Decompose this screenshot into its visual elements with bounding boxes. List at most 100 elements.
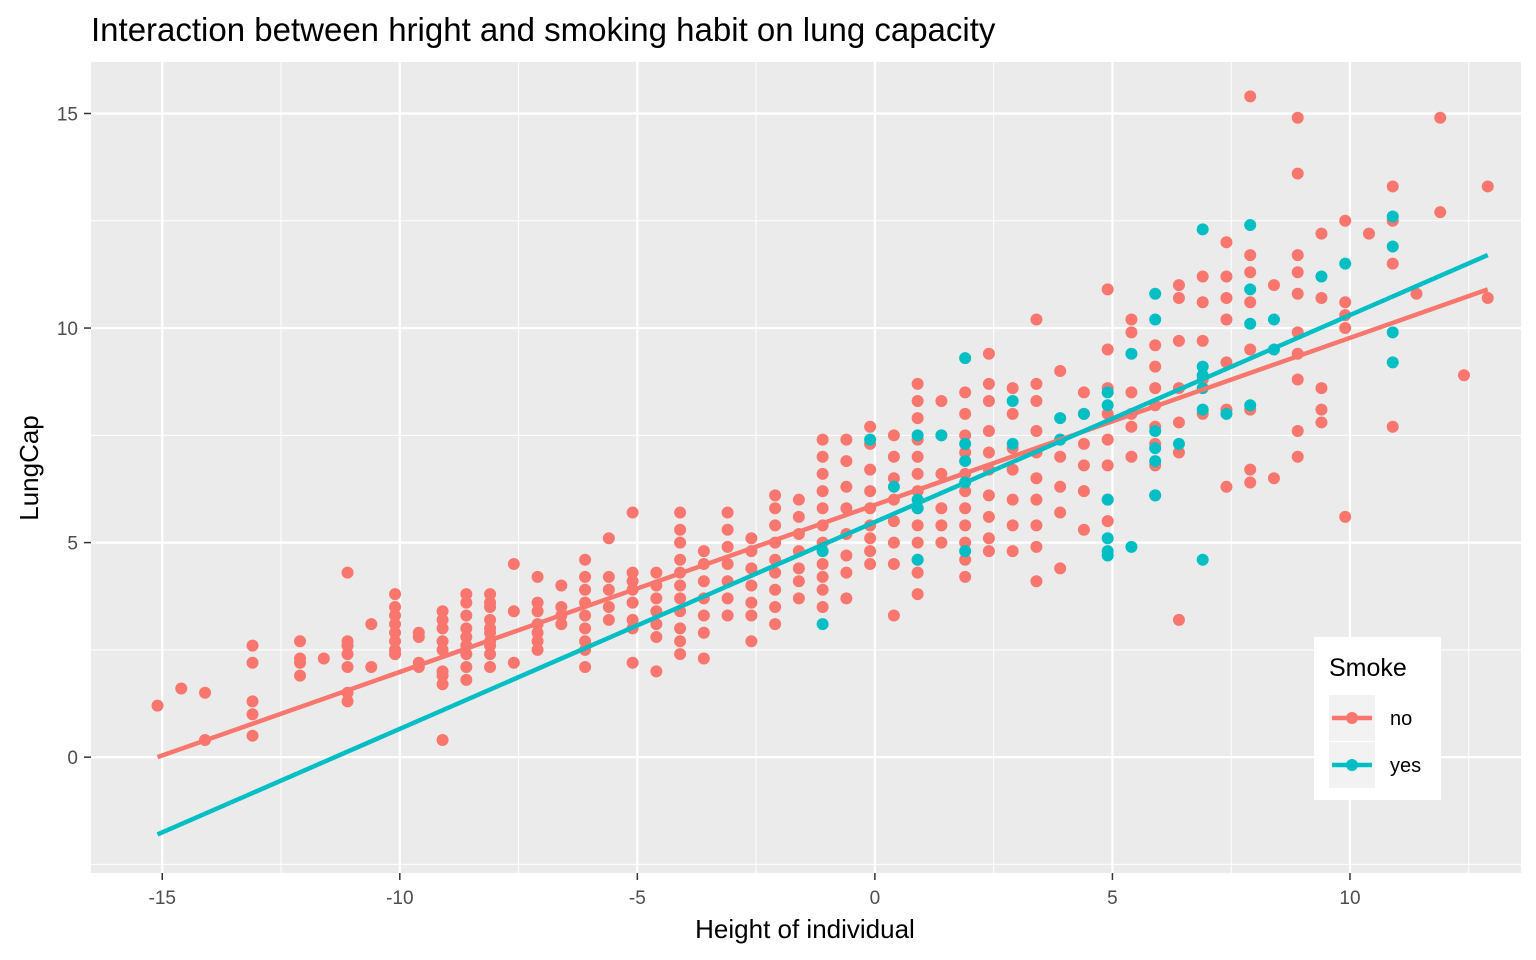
data-point [317, 652, 330, 665]
data-point [246, 639, 259, 652]
series-yes-points [816, 210, 1399, 631]
data-point [579, 583, 592, 596]
data-point [1172, 334, 1185, 347]
data-point [436, 605, 449, 618]
data-point [436, 635, 449, 648]
data-point [1101, 343, 1114, 356]
data-point [816, 502, 829, 515]
data-point [959, 407, 972, 420]
data-point [484, 588, 497, 601]
data-point [1386, 180, 1399, 193]
data-point [769, 566, 782, 579]
data-point [1386, 420, 1399, 433]
data-point [959, 386, 972, 399]
data-point [1315, 416, 1328, 429]
data-point [959, 502, 972, 515]
data-point [1220, 313, 1233, 326]
data-point [769, 489, 782, 502]
data-point [1291, 450, 1304, 463]
data-point [1315, 382, 1328, 395]
data-point [1172, 279, 1185, 292]
data-point [579, 609, 592, 622]
data-point [1030, 472, 1043, 485]
data-point [1386, 210, 1399, 223]
data-point [650, 665, 663, 678]
data-point [389, 588, 402, 601]
data-point [436, 733, 449, 746]
data-point [1220, 407, 1233, 420]
data-point [1077, 485, 1090, 498]
data-point [887, 480, 900, 493]
data-point [792, 575, 805, 588]
data-point [1244, 343, 1257, 356]
data-point [721, 523, 734, 536]
data-point [1054, 562, 1067, 575]
data-point [721, 592, 734, 605]
data-point [959, 446, 972, 459]
data-point [674, 506, 687, 519]
y-tick-label: 0 [67, 748, 78, 769]
data-point [389, 600, 402, 613]
x-tick-label: -15 [149, 888, 176, 909]
data-point [460, 630, 473, 643]
y-tick-label: 5 [67, 534, 78, 555]
data-point [602, 570, 615, 583]
data-point [864, 420, 877, 433]
data-point [1434, 206, 1447, 219]
data-point [1006, 394, 1019, 407]
data-point [1030, 519, 1043, 532]
y-tick-label: 15 [57, 104, 78, 125]
x-tick-label: 10 [1339, 888, 1360, 909]
data-point [721, 506, 734, 519]
data-point [911, 553, 924, 566]
data-point [816, 450, 829, 463]
data-point [1030, 540, 1043, 553]
data-point [935, 536, 948, 549]
data-point [887, 429, 900, 442]
legend-title: Smoke [1329, 654, 1407, 682]
data-point [1006, 437, 1019, 450]
data-point [1125, 313, 1138, 326]
data-point [1006, 463, 1019, 476]
data-point [626, 506, 639, 519]
data-point [959, 429, 972, 442]
data-point [840, 592, 853, 605]
data-point [579, 553, 592, 566]
data-point [1054, 506, 1067, 519]
data-point [674, 648, 687, 661]
data-point [650, 618, 663, 631]
data-point [745, 562, 758, 575]
data-point [1101, 515, 1114, 528]
data-point [484, 613, 497, 626]
data-point [1315, 403, 1328, 416]
data-point [1339, 510, 1352, 523]
data-point [935, 429, 948, 442]
data-point [959, 485, 972, 498]
data-point [1101, 532, 1114, 545]
data-point [745, 596, 758, 609]
data-point [389, 618, 402, 631]
data-point [579, 622, 592, 635]
data-point [911, 429, 924, 442]
data-point [982, 489, 995, 502]
data-point [959, 352, 972, 365]
data-point [389, 609, 402, 622]
data-point [1291, 287, 1304, 300]
data-point [1149, 313, 1162, 326]
plot-panel [91, 62, 1521, 873]
data-point [840, 455, 853, 468]
y-tick-label: 10 [57, 319, 78, 340]
data-point [1030, 377, 1043, 390]
data-point [531, 570, 544, 583]
data-point [1077, 523, 1090, 536]
data-point [1339, 214, 1352, 227]
data-point [1196, 360, 1209, 373]
data-point [911, 566, 924, 579]
legend-label: yes [1390, 755, 1421, 777]
data-point [745, 609, 758, 622]
data-point [294, 635, 307, 648]
data-point [1291, 373, 1304, 386]
data-point [1077, 407, 1090, 420]
data-point [745, 579, 758, 592]
